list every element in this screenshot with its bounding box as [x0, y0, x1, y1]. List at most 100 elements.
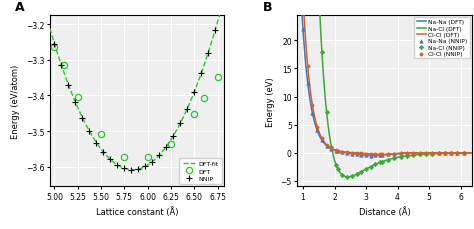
Cl-Cl (DFT) [469, 152, 474, 154]
Na-Cl (DFT) [445, 152, 451, 155]
NNIP [149, 161, 155, 164]
Cl-Cl (DFT) [406, 152, 412, 155]
X-axis label: Distance (Å): Distance (Å) [359, 207, 410, 216]
Text: A: A [15, 1, 25, 14]
Cl-Cl (NNIP) [410, 151, 417, 155]
Na-Na (NNIP) [332, 149, 340, 153]
DFT [61, 64, 67, 67]
Na-Na (NNIP) [447, 151, 455, 155]
Text: B: B [263, 1, 272, 14]
Na-Na (NNIP) [362, 154, 370, 157]
DFT [121, 156, 127, 158]
Na-Na (DFT) [401, 152, 407, 155]
Na-Cl (NNIP) [435, 152, 442, 156]
Cl-Cl (NNIP) [447, 151, 455, 155]
DFT-fit [116, 165, 122, 167]
Na-Na (NNIP) [410, 151, 417, 155]
Na-Na (NNIP) [403, 152, 411, 155]
Cl-Cl (NNIP) [428, 151, 436, 155]
Na-Na (DFT) [370, 155, 375, 157]
DFT-fit [68, 90, 73, 93]
Na-Cl (NNIP) [460, 151, 467, 155]
Cl-Cl (DFT) [427, 152, 433, 154]
Na-Cl (NNIP) [397, 155, 404, 159]
DFT [98, 133, 104, 136]
Cl-Cl (NNIP) [318, 137, 326, 141]
Line: Cl-Cl (DFT): Cl-Cl (DFT) [298, 0, 472, 155]
Line: Na-Na (DFT): Na-Na (DFT) [298, 0, 472, 156]
DFT-fit [47, 28, 53, 30]
NNIP [100, 151, 106, 154]
Na-Na (NNIP) [422, 151, 430, 155]
Na-Cl (NNIP) [447, 152, 455, 155]
Na-Na (NNIP) [357, 153, 365, 157]
Na-Cl (DFT) [469, 152, 474, 155]
Cl-Cl (NNIP) [435, 151, 442, 155]
Cl-Cl (DFT) [401, 152, 407, 155]
Na-Cl (NNIP) [454, 152, 461, 155]
Cl-Cl (NNIP) [378, 153, 385, 157]
Na-Cl (NNIP) [357, 170, 365, 174]
Na-Cl (NNIP) [384, 158, 392, 162]
Na-Cl (NNIP) [328, 145, 335, 149]
Na-Na (NNIP) [384, 153, 392, 157]
Na-Na (NNIP) [304, 82, 311, 85]
NNIP [65, 84, 71, 87]
Na-Na (NNIP) [454, 151, 461, 155]
NNIP [199, 73, 204, 75]
DFT [168, 143, 174, 145]
Na-Na (NNIP) [338, 151, 346, 154]
Na-Na (NNIP) [334, 150, 341, 153]
NNIP [164, 145, 169, 148]
Cl-Cl (NNIP) [304, 65, 311, 69]
Na-Na (DFT) [396, 152, 402, 155]
Na-Cl (DFT) [427, 153, 433, 155]
Cl-Cl (NNIP) [460, 151, 467, 155]
Na-Cl (NNIP) [372, 163, 379, 166]
Na-Na (NNIP) [460, 151, 467, 155]
Cl-Cl (DFT) [445, 152, 451, 154]
Na-Na (NNIP) [318, 139, 326, 142]
Cl-Cl (NNIP) [353, 151, 360, 155]
Line: Na-Cl (DFT): Na-Cl (DFT) [298, 0, 472, 177]
NNIP [115, 164, 120, 166]
NNIP [128, 169, 134, 171]
Cl-Cl (DFT) [396, 153, 402, 155]
Cl-Cl (NNIP) [328, 147, 335, 151]
Na-Cl (NNIP) [332, 163, 340, 167]
Na-Na (NNIP) [416, 151, 423, 155]
Na-Na (NNIP) [299, 28, 307, 32]
Na-Na (DFT) [306, 91, 312, 94]
Na-Na (NNIP) [348, 152, 356, 156]
Na-Cl (NNIP) [343, 175, 351, 179]
Na-Cl (DFT) [401, 155, 407, 158]
Na-Cl (NNIP) [318, 51, 326, 55]
Cl-Cl (NNIP) [357, 152, 365, 155]
Cl-Cl (NNIP) [384, 153, 392, 156]
DFT [191, 113, 197, 116]
DFT [52, 46, 57, 49]
Na-Na (NNIP) [441, 151, 448, 155]
Na-Cl (NNIP) [422, 153, 430, 156]
Cl-Cl (DFT) [379, 153, 384, 156]
Cl-Cl (NNIP) [334, 149, 341, 153]
Cl-Cl (NNIP) [348, 151, 356, 155]
Cl-Cl (NNIP) [376, 153, 384, 157]
DFT [201, 98, 207, 100]
NNIP [205, 52, 211, 55]
Na-Na (NNIP) [397, 152, 404, 155]
Na-Na (NNIP) [372, 154, 379, 158]
NNIP [80, 117, 85, 120]
Na-Cl (NNIP) [378, 160, 385, 164]
NNIP [121, 167, 127, 170]
DFT-fit [130, 169, 136, 171]
Na-Cl (NNIP) [403, 154, 411, 158]
Na-Na (DFT) [469, 152, 474, 154]
NNIP [93, 142, 99, 144]
Line: NNIP: NNIP [52, 28, 218, 173]
Na-Cl (NNIP) [348, 174, 356, 178]
Cl-Cl (NNIP) [323, 143, 330, 147]
DFT [215, 76, 220, 79]
Na-Cl (NNIP) [376, 161, 384, 164]
Na-Na (NNIP) [328, 147, 335, 151]
